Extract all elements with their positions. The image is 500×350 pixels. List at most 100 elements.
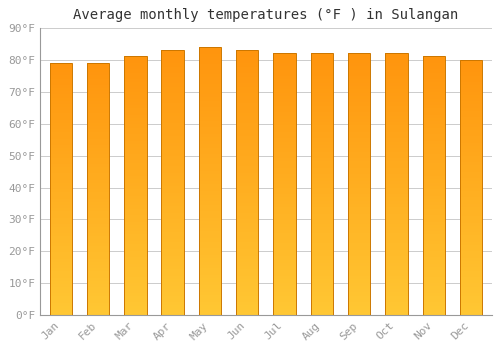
Bar — [348, 191, 370, 194]
Bar — [162, 146, 184, 149]
Bar — [310, 66, 333, 70]
Bar — [236, 123, 258, 126]
Bar — [310, 299, 333, 302]
Bar — [236, 183, 258, 186]
Bar — [162, 70, 184, 73]
Bar — [274, 145, 296, 148]
Bar — [87, 148, 109, 151]
Bar — [348, 286, 370, 289]
Bar — [348, 128, 370, 132]
Bar — [87, 233, 109, 237]
Bar — [386, 56, 407, 60]
Bar — [386, 279, 407, 283]
Bar — [50, 281, 72, 284]
Bar — [348, 306, 370, 309]
Bar — [236, 282, 258, 286]
Bar — [236, 80, 258, 83]
Bar — [310, 243, 333, 247]
Bar — [50, 126, 72, 129]
Bar — [310, 73, 333, 76]
Bar — [460, 104, 482, 107]
Bar — [386, 106, 407, 109]
Bar — [422, 193, 445, 196]
Bar — [310, 286, 333, 289]
Bar — [274, 299, 296, 302]
Bar — [386, 99, 407, 103]
Bar — [50, 252, 72, 256]
Bar — [236, 70, 258, 73]
Bar — [422, 276, 445, 280]
Bar — [348, 283, 370, 286]
Bar — [348, 99, 370, 103]
Bar — [87, 290, 109, 293]
Bar — [460, 245, 482, 248]
Bar — [274, 263, 296, 266]
Bar — [274, 309, 296, 312]
Bar — [50, 104, 72, 107]
Bar — [50, 271, 72, 274]
Bar — [50, 82, 72, 85]
Bar — [199, 47, 221, 50]
Bar — [162, 189, 184, 193]
Bar — [422, 115, 445, 118]
Bar — [236, 262, 258, 266]
Bar — [274, 132, 296, 135]
Bar — [348, 139, 370, 142]
Bar — [348, 201, 370, 204]
Bar — [310, 227, 333, 230]
Bar — [162, 113, 184, 117]
Bar — [199, 252, 221, 255]
Bar — [310, 168, 333, 171]
Bar — [199, 104, 221, 107]
Bar — [87, 98, 109, 101]
Bar — [199, 205, 221, 208]
Bar — [124, 205, 146, 209]
Bar — [236, 93, 258, 97]
Bar — [460, 120, 482, 124]
Bar — [87, 296, 109, 300]
Bar — [310, 253, 333, 257]
Bar — [236, 189, 258, 193]
Bar — [460, 242, 482, 245]
Bar — [162, 57, 184, 60]
Bar — [124, 270, 146, 273]
Bar — [162, 117, 184, 120]
Bar — [124, 247, 146, 251]
Bar — [348, 89, 370, 92]
Bar — [348, 116, 370, 119]
Bar — [274, 250, 296, 253]
Bar — [386, 175, 407, 178]
Bar — [460, 140, 482, 143]
Bar — [422, 98, 445, 102]
Bar — [422, 92, 445, 95]
Bar — [199, 97, 221, 100]
Bar — [386, 119, 407, 122]
Bar — [460, 165, 482, 168]
Bar — [124, 102, 146, 105]
Bar — [162, 262, 184, 266]
Bar — [87, 145, 109, 148]
Bar — [50, 123, 72, 126]
Bar — [124, 108, 146, 111]
Bar — [50, 230, 72, 233]
Bar — [348, 125, 370, 128]
Bar — [274, 125, 296, 128]
Bar — [50, 139, 72, 142]
Bar — [162, 60, 184, 63]
Bar — [310, 56, 333, 60]
Bar — [422, 118, 445, 121]
Bar — [199, 171, 221, 174]
Bar — [236, 53, 258, 57]
Bar — [87, 107, 109, 110]
Bar — [348, 103, 370, 106]
Bar — [236, 103, 258, 106]
Bar — [386, 201, 407, 204]
Bar — [386, 142, 407, 145]
Bar — [236, 100, 258, 103]
Bar — [236, 209, 258, 212]
Bar — [162, 295, 184, 299]
Bar — [460, 95, 482, 98]
Bar — [236, 226, 258, 229]
Bar — [348, 119, 370, 122]
Bar — [422, 167, 445, 170]
